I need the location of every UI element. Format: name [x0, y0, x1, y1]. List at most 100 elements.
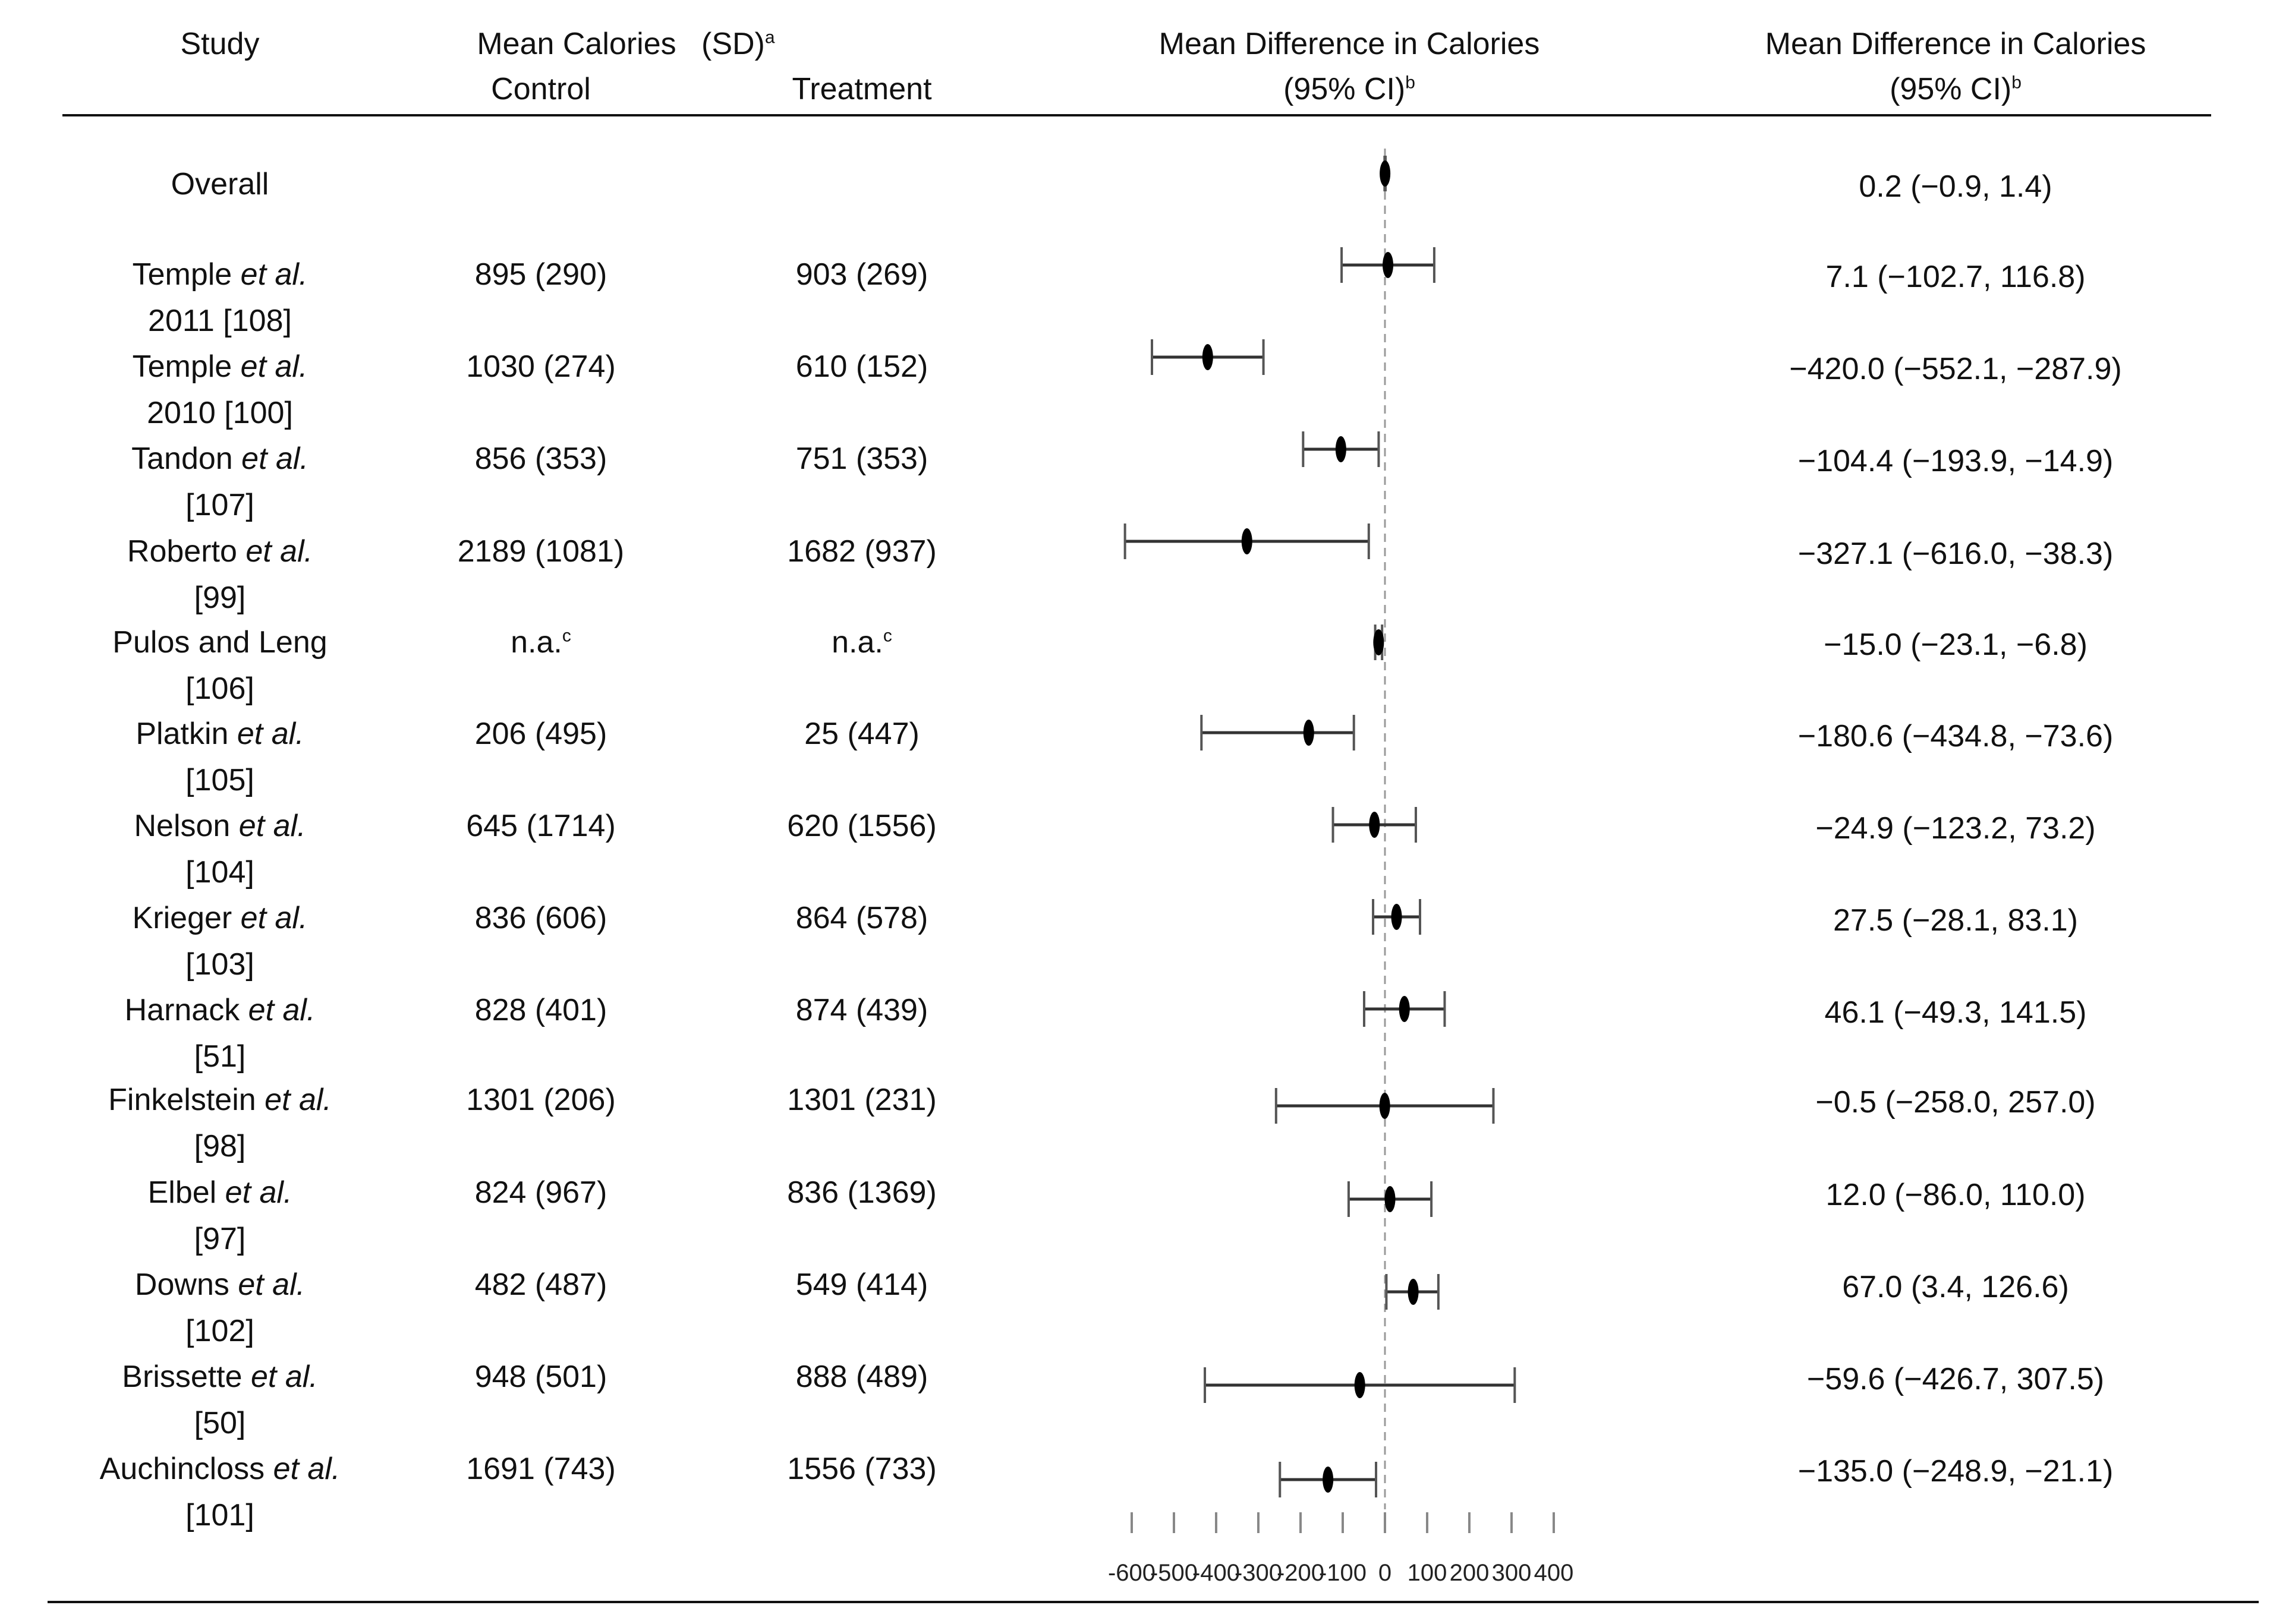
study-name: Downs et al.	[89, 1266, 351, 1304]
control-mean-sd: 895 (290)	[416, 256, 666, 294]
study-et-al: et al.	[238, 1267, 306, 1302]
study-author: Auchincloss	[99, 1452, 273, 1486]
axis-tick-label: 100	[1408, 1560, 1447, 1586]
axis-tick-label: 200	[1450, 1560, 1490, 1586]
point-estimate	[1323, 1467, 1334, 1493]
study-name: Temple et al.	[89, 348, 351, 386]
study-reference: [98]	[194, 1129, 246, 1163]
header-md-ci-sup-2: b	[2011, 72, 2022, 93]
treatment-value: 620 (1556)	[787, 809, 937, 843]
study-author: Overall	[171, 167, 269, 201]
mean-difference-ci: 0.2 (−0.9, 1.4)	[1859, 169, 2052, 204]
treatment-mean-sd: 751 (353)	[737, 440, 987, 478]
bottom-rule	[48, 1601, 2259, 1603]
mean-difference-ci: 12.0 (−86.0, 110.0)	[1825, 1178, 2086, 1212]
study-name: Auchincloss et al.	[89, 1450, 351, 1488]
treatment-value: 864 (578)	[795, 901, 928, 935]
axis-tick-label: -600	[1108, 1560, 1156, 1586]
study-et-al: et al.	[245, 534, 313, 569]
study-name: Roberto et al.	[89, 532, 351, 570]
control-footnote: c	[562, 626, 571, 646]
treatment-footnote: c	[883, 626, 892, 646]
study-author: Finkelstein	[108, 1083, 265, 1117]
control-value: n.a.	[511, 625, 562, 660]
study-author: Harnack	[124, 993, 248, 1027]
treatment-mean-sd: 903 (269)	[737, 256, 987, 294]
point-estimate	[1399, 996, 1410, 1022]
axis-tick-label: 0	[1378, 1560, 1391, 1586]
study-name: Krieger et al.	[89, 899, 351, 937]
study-author: Temple	[132, 349, 241, 384]
study-et-al: et al.	[240, 349, 308, 384]
header-md-title-2: Mean Difference in Calories	[1765, 27, 2146, 61]
treatment-mean-sd: 1682 (937)	[737, 532, 987, 570]
study-et-al: et al.	[238, 809, 306, 843]
study-name: Harnack et al.	[89, 991, 351, 1029]
header-md-ci-2: (95% CI)b	[1724, 70, 2187, 108]
treatment-mean-sd: 1556 (733)	[737, 1450, 987, 1488]
treatment-mean-sd: 610 (152)	[737, 348, 987, 386]
study-reference: [50]	[194, 1406, 246, 1440]
point-estimate	[1391, 904, 1402, 930]
point-estimate	[1408, 1279, 1419, 1305]
point-estimate	[1303, 720, 1314, 746]
header-control: Control	[491, 72, 591, 106]
study-author: Pulos and Leng	[112, 625, 328, 660]
treatment-value: 1301 (231)	[787, 1083, 937, 1117]
control-mean-sd: n.a.c	[416, 623, 666, 661]
point-estimate	[1369, 812, 1380, 838]
study-author: Tandon	[131, 442, 242, 476]
study-reference: [105]	[185, 763, 254, 797]
treatment-value: 549 (414)	[795, 1267, 928, 1302]
control-value: 482 (487)	[474, 1267, 607, 1302]
mean-difference-ci: 46.1 (−49.3, 141.5)	[1824, 995, 2087, 1030]
header-mean-calories: Mean Calories	[477, 27, 676, 61]
control-value: 2189 (1081)	[457, 534, 625, 569]
mean-difference-ci: 7.1 (−102.7, 116.8)	[1825, 260, 2086, 294]
control-value: 895 (290)	[474, 257, 607, 292]
treatment-value: 888 (489)	[795, 1360, 928, 1394]
study-name: Elbel et al.	[89, 1174, 351, 1212]
treatment-mean-sd: 620 (1556)	[737, 807, 987, 845]
treatment-value: 836 (1369)	[787, 1175, 937, 1210]
study-et-al: et al.	[265, 1083, 332, 1117]
mean-difference-ci: −59.6 (−426.7, 307.5)	[1806, 1362, 2105, 1396]
study-et-al: et al.	[241, 442, 308, 476]
study-name: Temple et al.	[89, 256, 351, 294]
mean-difference-ci: −24.9 (−123.2, 73.2)	[1815, 811, 2096, 846]
treatment-mean-sd: 549 (414)	[737, 1266, 987, 1304]
treatment-mean-sd: 1301 (231)	[737, 1081, 987, 1119]
treatment-value: 610 (152)	[795, 349, 928, 384]
study-reference: [97]	[194, 1222, 246, 1256]
header-sd-label: (SD)	[701, 27, 765, 61]
study-reference: [106]	[185, 671, 254, 706]
study-reference: [101]	[185, 1498, 254, 1532]
control-value: 206 (495)	[474, 717, 607, 751]
point-estimate	[1354, 1372, 1365, 1398]
header-rule	[62, 114, 2211, 116]
study-reference: [107]	[185, 488, 254, 522]
treatment-value: n.a.	[832, 625, 883, 660]
study-reference: [104]	[185, 855, 254, 890]
point-estimate	[1202, 344, 1213, 370]
study-et-al: et al.	[225, 1175, 292, 1210]
header-md-ci-label: (95% CI)	[1283, 72, 1406, 106]
point-estimate	[1379, 1093, 1390, 1119]
study-et-al: et al.	[251, 1360, 318, 1394]
study-author: Temple	[132, 257, 241, 292]
treatment-value: 1556 (733)	[787, 1452, 937, 1486]
axis-tick-label: -300	[1235, 1560, 1282, 1586]
mean-difference-ci: −180.6 (−434.8, −73.6)	[1797, 719, 2114, 753]
header-md-title: Mean Difference in Calories	[1158, 27, 1540, 61]
mean-difference-ci: −0.5 (−258.0, 257.0)	[1815, 1085, 2096, 1120]
control-value: 824 (967)	[474, 1175, 607, 1210]
treatment-mean-sd: n.a.c	[737, 623, 987, 661]
study-et-al: et al.	[273, 1452, 341, 1486]
study-et-al: et al.	[248, 993, 316, 1027]
study-author: Elbel	[147, 1175, 225, 1210]
point-estimate	[1335, 436, 1346, 462]
study-name: Platkin et al.	[89, 715, 351, 753]
treatment-value: 874 (439)	[795, 993, 928, 1027]
